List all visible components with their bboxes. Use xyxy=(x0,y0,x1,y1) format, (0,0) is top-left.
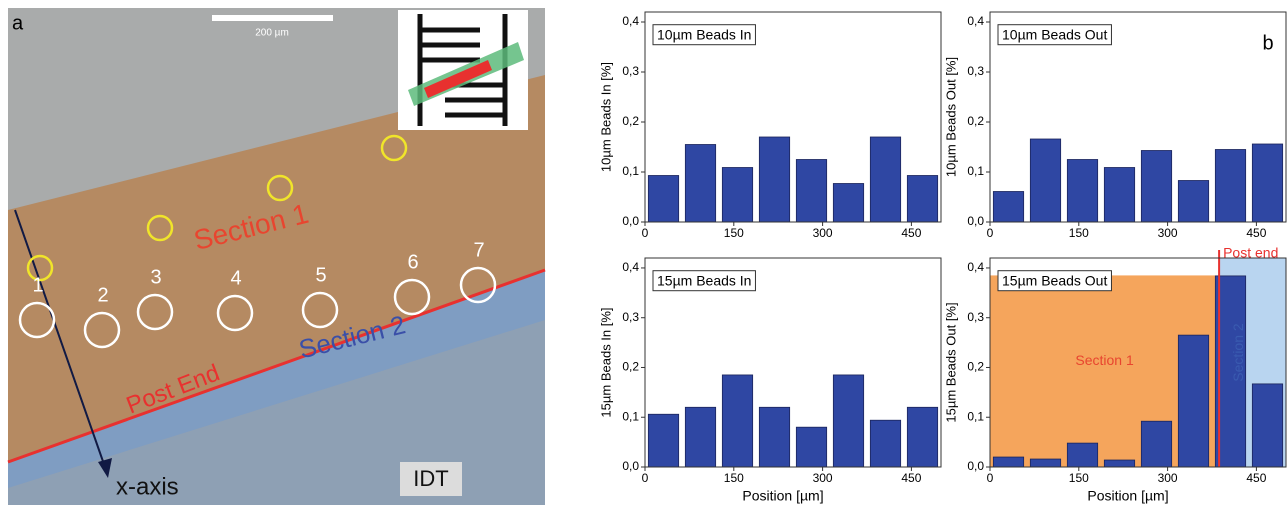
bar xyxy=(907,176,937,223)
bar xyxy=(1030,459,1060,467)
circle-number: 5 xyxy=(315,264,326,286)
bar xyxy=(993,457,1023,467)
y-tick-label: 0,2 xyxy=(622,360,639,374)
y-tick-label: 0,1 xyxy=(967,164,984,178)
bar xyxy=(685,407,715,467)
bar xyxy=(759,137,789,222)
bar xyxy=(722,375,752,467)
chart-title: 15µm Beads Out xyxy=(1002,273,1107,289)
y-axis-label: 10µm Beads Out [%] xyxy=(943,57,958,177)
bar xyxy=(796,160,826,223)
circle-number: 4 xyxy=(230,267,241,289)
x-tick-label: 0 xyxy=(642,226,649,240)
y-tick-label: 0,2 xyxy=(967,114,984,128)
figure: a 200 µm Section 1 Section 2 Post End x-… xyxy=(0,0,1287,511)
x-tick-label: 450 xyxy=(1246,471,1266,485)
y-tick-label: 0,4 xyxy=(622,260,639,274)
y-axis-label: 15µm Beads Out [%] xyxy=(943,302,958,422)
y-tick-label: 0,3 xyxy=(622,64,639,78)
chart-title: 10µm Beads In xyxy=(657,27,751,43)
scale-label: 200 µm xyxy=(255,28,289,39)
circle-number: 3 xyxy=(150,266,161,288)
bar xyxy=(833,184,863,223)
bar xyxy=(1067,443,1097,467)
idt-label: IDT xyxy=(413,466,448,491)
bar xyxy=(1252,144,1282,222)
chart-title: 15µm Beads In xyxy=(657,273,751,289)
panel-label: b xyxy=(1262,32,1273,54)
y-tick-label: 0,0 xyxy=(967,459,984,473)
x-tick-label: 300 xyxy=(813,471,833,485)
bar xyxy=(1178,335,1208,467)
y-tick-label: 0,3 xyxy=(967,310,984,324)
idt-inset xyxy=(398,10,528,130)
bar xyxy=(833,375,863,467)
region-label: Section 2 xyxy=(1230,323,1246,382)
bar xyxy=(870,137,900,222)
micrograph xyxy=(8,8,545,505)
y-tick-label: 0,2 xyxy=(967,360,984,374)
bar xyxy=(1252,384,1282,467)
x-tick-label: 300 xyxy=(1158,226,1178,240)
scale-bar xyxy=(212,15,333,21)
y-tick-label: 0,4 xyxy=(967,14,984,28)
x-tick-label: 150 xyxy=(724,226,744,240)
panel-label: a xyxy=(12,12,24,34)
y-tick-label: 0,2 xyxy=(622,114,639,128)
x-tick-label: 450 xyxy=(901,471,921,485)
y-tick-label: 0,1 xyxy=(622,164,639,178)
bar xyxy=(685,145,715,223)
x-axis-label: Position [µm] xyxy=(742,488,823,504)
x-tick-label: 150 xyxy=(724,471,744,485)
circle-number: 1 xyxy=(32,274,43,296)
y-tick-label: 0,4 xyxy=(622,14,639,28)
x-tick-label: 300 xyxy=(813,226,833,240)
bar xyxy=(870,420,900,467)
region-label: Section 1 xyxy=(1075,352,1134,368)
bar xyxy=(1178,181,1208,223)
bar xyxy=(1141,151,1171,223)
bar xyxy=(648,176,678,223)
bar xyxy=(907,407,937,467)
y-axis-label: 10µm Beads In [%] xyxy=(598,62,613,172)
bar xyxy=(1104,460,1134,467)
chart-title: 10µm Beads Out xyxy=(1002,27,1107,43)
y-tick-label: 0,1 xyxy=(622,409,639,423)
bar xyxy=(1141,421,1171,467)
bar xyxy=(796,427,826,467)
x-tick-label: 0 xyxy=(987,471,994,485)
bar xyxy=(759,407,789,467)
x-axis-label: Position [µm] xyxy=(1087,488,1168,504)
x-tick-label: 150 xyxy=(1069,471,1089,485)
bar xyxy=(993,192,1023,223)
x-tick-label: 450 xyxy=(1246,226,1266,240)
x-tick-label: 150 xyxy=(1069,226,1089,240)
bar xyxy=(648,414,678,467)
y-tick-label: 0,3 xyxy=(967,64,984,78)
circle-number: 7 xyxy=(473,239,484,261)
y-tick-label: 0,0 xyxy=(967,214,984,228)
axis-label: x-axis xyxy=(116,473,179,500)
circle-number: 6 xyxy=(407,251,418,273)
y-tick-label: 0,0 xyxy=(622,459,639,473)
bar xyxy=(1067,160,1097,223)
y-axis-label: 15µm Beads In [%] xyxy=(598,307,613,417)
bar xyxy=(1215,150,1245,223)
y-tick-label: 0,0 xyxy=(622,214,639,228)
x-tick-label: 300 xyxy=(1158,471,1178,485)
bar xyxy=(1104,168,1134,223)
bar xyxy=(1030,139,1060,222)
x-tick-label: 0 xyxy=(987,226,994,240)
y-tick-label: 0,1 xyxy=(967,409,984,423)
y-tick-label: 0,3 xyxy=(622,310,639,324)
circle-number: 2 xyxy=(97,284,108,306)
x-tick-label: 0 xyxy=(642,471,649,485)
y-tick-label: 0,4 xyxy=(967,260,984,274)
x-tick-label: 450 xyxy=(901,226,921,240)
bar xyxy=(722,168,752,223)
